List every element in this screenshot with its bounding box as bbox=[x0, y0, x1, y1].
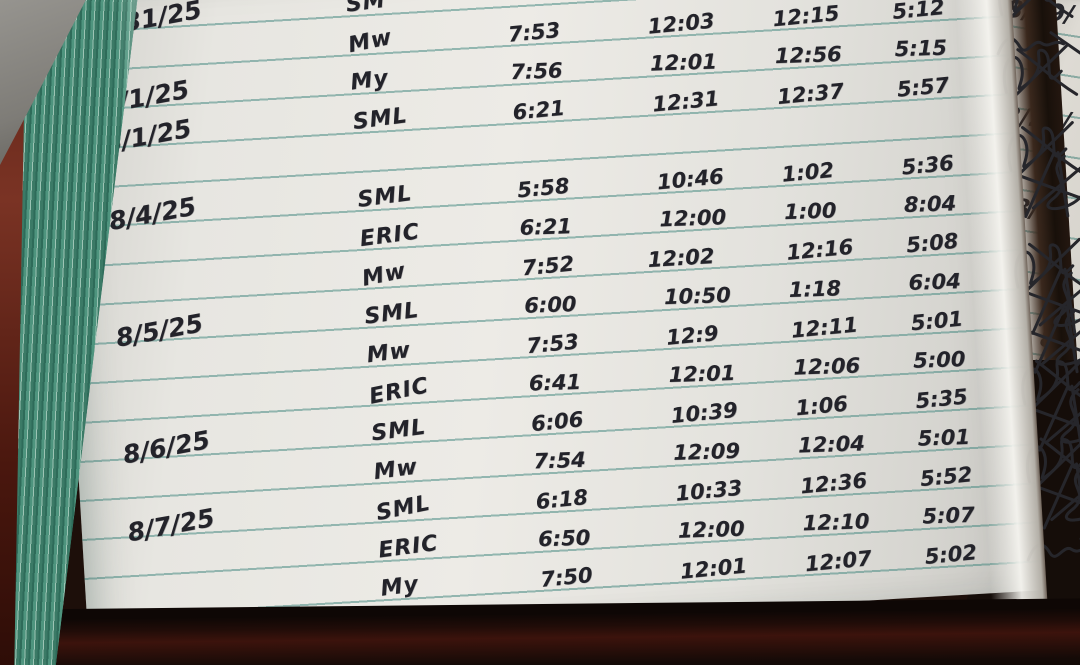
lunch-in-time: 1:00 bbox=[783, 198, 837, 225]
lunch-out-time: 12:01 bbox=[679, 553, 748, 584]
lunch-out-time: 12:31 bbox=[651, 86, 721, 117]
worker-name: Mw bbox=[372, 454, 420, 486]
worker-name: SML bbox=[356, 181, 414, 213]
lunch-in-time: 12:06 bbox=[792, 353, 861, 380]
lunch-in-time: 12:07 bbox=[803, 546, 873, 577]
ledger-rows: 7/31/25 SM Mw 7:53 12:03 12:15 bbox=[50, 0, 1080, 647]
time-out: 5:07 bbox=[922, 502, 976, 529]
lunch-in-time: 12:16 bbox=[785, 234, 855, 265]
book-cover-bottom bbox=[0, 598, 1080, 665]
time-out: 5:01 bbox=[909, 306, 965, 336]
time-out: 5:01 bbox=[917, 424, 971, 451]
worker-name: Mw bbox=[360, 258, 409, 292]
worker-name: SML bbox=[351, 103, 409, 136]
time-in: 6:50 bbox=[537, 525, 591, 552]
lunch-out-time: 10:39 bbox=[669, 397, 739, 429]
signature-scribble bbox=[1034, 462, 1080, 530]
signature-scribble bbox=[1002, 43, 1079, 100]
lunch-out-time: 10:50 bbox=[663, 283, 732, 310]
time-in: 6:21 bbox=[511, 95, 566, 125]
time-in: 6:06 bbox=[530, 407, 585, 437]
time-in: 7:56 bbox=[509, 58, 563, 85]
signature-cell bbox=[1002, 43, 1079, 100]
lunch-out-time: 12:00 bbox=[658, 205, 727, 232]
signature-cell bbox=[1023, 384, 1080, 452]
signature-scribble bbox=[1026, 537, 1080, 562]
signature-scribble bbox=[1015, 150, 1080, 219]
lunch-out-time: 12:03 bbox=[646, 8, 716, 39]
worker-name: SML bbox=[374, 490, 433, 527]
lunch-in-time: 12:56 bbox=[774, 42, 843, 69]
time-in: 7:53 bbox=[525, 329, 580, 359]
time-in: 6:18 bbox=[534, 485, 589, 514]
signature-cell bbox=[1026, 537, 1080, 564]
time-in: 6:41 bbox=[528, 369, 582, 396]
signature-cell bbox=[1009, 150, 1080, 219]
time-out: 5:12 bbox=[891, 0, 946, 24]
lunch-in-time: 12:11 bbox=[790, 312, 859, 343]
lunch-in-time: 1:06 bbox=[794, 391, 849, 421]
time-out-cell: 5:02 bbox=[924, 540, 1030, 570]
lunch-in-time: 1:18 bbox=[788, 276, 842, 302]
lunch-out-time: 12:01 bbox=[668, 360, 736, 388]
ledger-left-page: 7/31/25 SM Mw 7:53 12:03 12:15 bbox=[50, 0, 1080, 647]
worker-name: SML bbox=[363, 297, 421, 330]
lunch-out-time: 10:46 bbox=[656, 164, 725, 195]
lunch-in-time: 12:15 bbox=[771, 1, 841, 32]
lunch-out-time: 12:09 bbox=[672, 438, 741, 465]
time-in: 5:58 bbox=[516, 173, 571, 203]
worker-name: SM bbox=[344, 0, 388, 18]
worker-name: Mw bbox=[365, 337, 413, 369]
time-out: 5:35 bbox=[914, 384, 969, 414]
lunch-out-cell: 12:01 bbox=[679, 553, 806, 584]
signature-scribble bbox=[1029, 384, 1080, 452]
time-in: 7:53 bbox=[506, 17, 562, 47]
time-in-cell: 7:50 bbox=[539, 561, 681, 593]
lunch-in-time: 12:36 bbox=[799, 468, 869, 499]
lunch-in-time: 12:10 bbox=[802, 509, 870, 536]
worker-name-cell: My bbox=[379, 568, 541, 602]
time-out: 5:15 bbox=[894, 35, 948, 62]
time-in: 6:00 bbox=[523, 292, 577, 318]
time-out: 5:36 bbox=[900, 150, 955, 180]
time-out: 5:52 bbox=[919, 462, 974, 492]
time-in: 7:50 bbox=[539, 562, 594, 592]
lunch-in-time: 1:02 bbox=[780, 157, 836, 187]
worker-name: My bbox=[379, 571, 421, 602]
signature-cell bbox=[1028, 462, 1080, 530]
lunch-out-time: 12:00 bbox=[677, 516, 746, 543]
lunch-out-time: 12:9 bbox=[665, 321, 720, 350]
worker-name: Mw bbox=[346, 24, 395, 59]
time-out: 5:02 bbox=[923, 540, 978, 569]
lunch-in-cell: 12:07 bbox=[804, 546, 925, 577]
time-in: 7:52 bbox=[520, 251, 576, 281]
worker-name: ERIC bbox=[358, 219, 422, 253]
time-out: 6:04 bbox=[908, 269, 962, 295]
time-out: 5:00 bbox=[912, 347, 966, 373]
time-out: 5:08 bbox=[905, 228, 960, 258]
lunch-out-time: 10:33 bbox=[674, 475, 744, 506]
lunch-in-time: 12:37 bbox=[776, 78, 845, 110]
ledger-row: ERIC 6:50 12:00 12:10 5:07 bbox=[82, 462, 1080, 581]
time-in: 7:54 bbox=[533, 447, 587, 474]
lunch-out-time: 12:02 bbox=[646, 244, 716, 272]
ledger-row: Mw 7:54 12:09 12:04 5:01 bbox=[78, 384, 1080, 503]
worker-name: My bbox=[349, 65, 391, 96]
lunch-in-time: 12:04 bbox=[797, 431, 866, 458]
time-out: 8:04 bbox=[903, 191, 957, 217]
time-in: 6:21 bbox=[519, 214, 573, 240]
time-out: 5:57 bbox=[895, 72, 951, 102]
lunch-out-time: 12:01 bbox=[649, 49, 718, 76]
worker-name: SML bbox=[369, 414, 428, 447]
worker-name: ERIC bbox=[376, 530, 440, 564]
